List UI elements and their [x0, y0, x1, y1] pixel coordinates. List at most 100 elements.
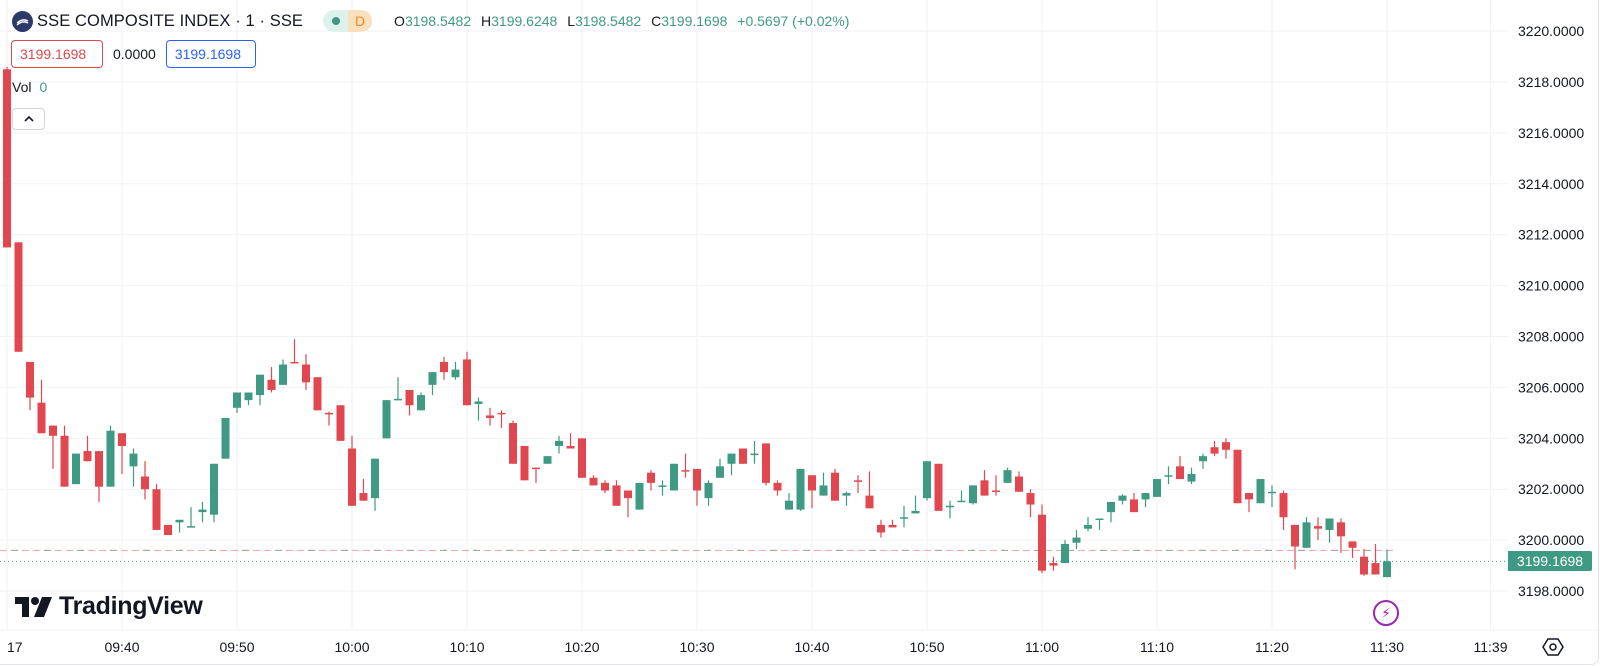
candle-body [1314, 526, 1322, 529]
candle-body [716, 466, 724, 478]
candle-body [348, 448, 356, 506]
chevron-up-icon [23, 115, 34, 122]
candle-body [658, 485, 667, 487]
candle-body [762, 443, 770, 483]
spread-value: 0.0000 [113, 46, 156, 62]
settings-icon[interactable] [1542, 636, 1564, 658]
candle-body [37, 402, 46, 434]
ohlc-values: O3198.5482 H3199.6248 L3198.5482 C3199.1… [394, 13, 855, 29]
price-tick-label: 3208.0000 [1518, 329, 1584, 345]
candle-body [1176, 466, 1184, 480]
price-tick-label: 3210.0000 [1518, 278, 1584, 294]
time-tick-label: 10:50 [909, 639, 944, 655]
candle-body [221, 417, 230, 459]
candle-body [923, 461, 931, 499]
candle-body [578, 438, 586, 478]
change-value: +0.5697 (+0.02%) [737, 13, 850, 29]
candle-body [854, 480, 862, 482]
candle-body [1233, 449, 1242, 504]
price-tick-label: 3218.0000 [1518, 74, 1584, 90]
candle-body [727, 453, 736, 464]
symbol-title[interactable]: SSE COMPOSITE INDEX · 1 · SSE [37, 11, 304, 30]
candle-body [440, 361, 448, 373]
candle-body [819, 485, 828, 496]
candle-body [1325, 518, 1334, 530]
tradingview-logo[interactable]: TradingView [15, 592, 203, 621]
candle-body [83, 451, 92, 462]
candle-body [187, 526, 195, 528]
candle-body [957, 500, 966, 503]
candle-body [612, 485, 621, 506]
candle-body [198, 509, 207, 513]
candle-body [601, 482, 609, 491]
time-tick-label: 10:00 [334, 639, 369, 655]
exchange-logo-icon [12, 10, 33, 32]
candle-body [624, 490, 632, 499]
candle-body [992, 490, 1000, 493]
candle-body [900, 517, 908, 519]
candle-body [129, 453, 138, 467]
candle-body [382, 400, 391, 439]
time-tick-label: 11:10 [1140, 639, 1174, 655]
candle-body [877, 524, 885, 533]
price-tick-label: 3220.0000 [1518, 23, 1584, 39]
price-tick-label: 3200.0000 [1518, 532, 1584, 548]
candle-body [1141, 493, 1150, 500]
candle-body [371, 458, 379, 499]
candle-body [141, 476, 149, 490]
candle-body [647, 472, 655, 483]
candle-body [1026, 493, 1035, 505]
time-tick-label: 09:40 [104, 639, 139, 655]
buy-button[interactable]: 3199.1698 [165, 40, 256, 68]
collapse-legend-button[interactable] [12, 108, 45, 130]
candle-body [210, 463, 218, 515]
candle-body [417, 395, 425, 411]
open-key: O [394, 13, 405, 29]
candle-body [256, 374, 264, 396]
candle-body [152, 489, 161, 530]
candle-body [555, 440, 563, 446]
candle-body [14, 242, 23, 352]
high-value: 3199.6248 [491, 13, 558, 29]
candle-body [244, 392, 253, 401]
candle-body [1199, 456, 1207, 462]
volume-value: 0 [39, 79, 48, 95]
candle-body [1222, 442, 1230, 450]
candle-body [773, 482, 782, 491]
price-tick-label: 3202.0000 [1518, 481, 1584, 497]
symbol-legend: SSE COMPOSITE INDEX · 1 · SSE D O3198.54… [12, 9, 855, 33]
candle-body [405, 389, 414, 406]
candle-body [739, 448, 747, 464]
candle-body [750, 453, 759, 456]
candle-body [486, 415, 494, 418]
brand-name: TradingView [59, 592, 203, 620]
candle-body [279, 364, 287, 385]
trade-row: 3199.1698 0.0000 3199.1698 [11, 40, 256, 68]
candle-body [980, 480, 989, 496]
candle-body [704, 482, 713, 499]
lightning-icon[interactable]: ⚡︎ [1373, 600, 1399, 626]
time-tick-label: 10:10 [449, 639, 484, 655]
low-key: L [567, 13, 576, 29]
price-tick-label: 3198.0000 [1518, 583, 1584, 599]
candle-body [1038, 514, 1046, 571]
candle-body [1084, 524, 1092, 529]
candle-body [497, 412, 506, 415]
candle-body [3, 69, 11, 248]
candle-body [60, 435, 69, 487]
candle-body [566, 445, 575, 449]
candle-body [1337, 522, 1345, 537]
candle-body [1049, 563, 1058, 566]
sell-button[interactable]: 3199.1698 [11, 40, 103, 68]
candle-body [831, 472, 839, 501]
time-tick-label: 10:20 [564, 639, 599, 655]
price-tick-label: 3216.0000 [1518, 125, 1584, 141]
market-status-pill[interactable]: D [323, 10, 373, 32]
candle-body [796, 468, 805, 510]
candle-body [1268, 491, 1276, 494]
candle-body [1210, 447, 1219, 454]
time-tick-label: 17 [7, 639, 23, 655]
time-tick-label: 10:40 [794, 639, 829, 655]
time-tick-label: 09:50 [219, 639, 254, 655]
